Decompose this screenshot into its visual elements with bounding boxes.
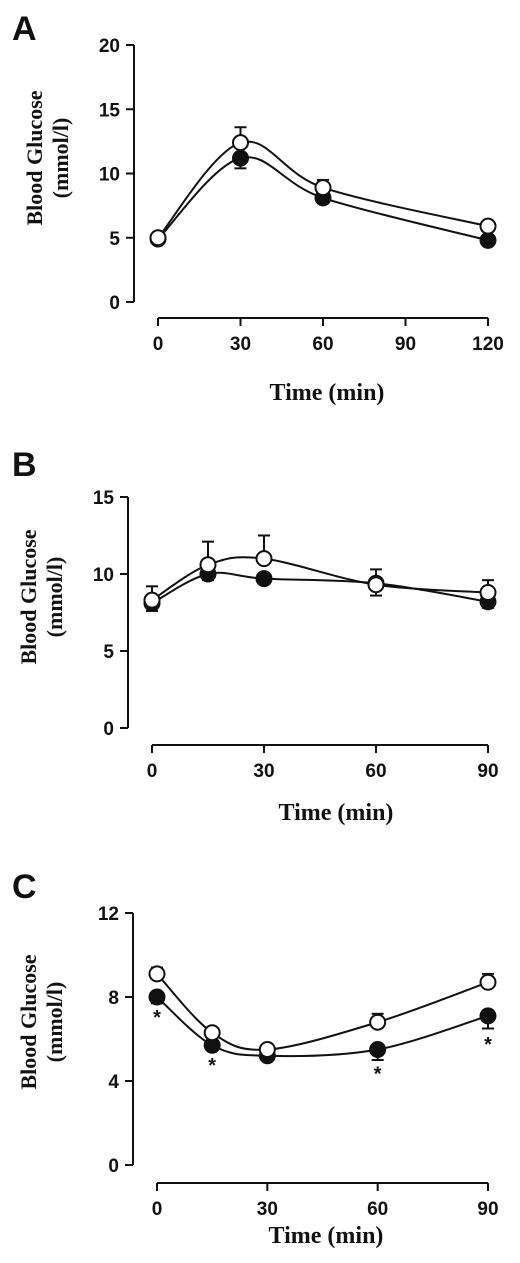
open-circle-point xyxy=(148,965,166,983)
y-tick-label: 12 xyxy=(98,904,119,925)
y-tick-label: 10 xyxy=(93,565,114,586)
y-axis-label-line1: Blood Glucose xyxy=(16,954,41,1089)
open-circle-point xyxy=(203,1024,221,1042)
open-circle-point xyxy=(199,556,217,574)
significance-marker: * xyxy=(153,1007,161,1029)
open-circle-point xyxy=(232,134,249,152)
y-tick-label: 15 xyxy=(93,488,115,509)
open-circle-point xyxy=(479,583,497,601)
chart-panel-b: B Blood Glucose (mmol/l) Time (min) 0 5 10… xyxy=(12,446,499,826)
panel-letter-a: A xyxy=(12,10,37,48)
y-tick-label: 10 xyxy=(99,165,120,186)
plot-area-a: 0 5 10 15 20 0 30 60 90 120 xyxy=(99,36,504,355)
open-circle-point xyxy=(149,229,167,247)
filled-circle-point xyxy=(479,1007,497,1025)
chart-panel-a: A Blood Glucose (mmol/l) Time (min) 0 5 10… xyxy=(12,10,504,406)
series-line-filled xyxy=(156,996,489,1058)
y-axis-label-line1: Blood Glucose xyxy=(16,529,41,664)
y-tick-label: 4 xyxy=(108,1072,119,1093)
open-circle-point xyxy=(367,576,385,594)
panel-letter-b: B xyxy=(12,446,37,484)
x-tick-label: 90 xyxy=(477,1199,498,1220)
y-axis-label-line2: (mmol/l) xyxy=(48,118,73,199)
significance-marker: * xyxy=(208,1055,216,1077)
x-tick-label: 0 xyxy=(147,761,158,782)
y-axis-label-line1: Blood Glucose xyxy=(22,90,47,225)
x-tick-label: 120 xyxy=(472,334,504,355)
y-tick-label: 0 xyxy=(109,293,120,314)
y-tick-label: 5 xyxy=(109,229,120,250)
open-circle-point xyxy=(143,591,161,609)
x-axis-label-c: Time (min) xyxy=(269,1223,384,1249)
x-tick-label: 30 xyxy=(230,334,251,355)
y-axis-title-c: Blood Glucose (mmol/l) xyxy=(16,954,67,1089)
open-circle-point xyxy=(255,550,273,568)
y-axis-title-a: Blood Glucose (mmol/l) xyxy=(22,90,73,225)
x-tick-label: 90 xyxy=(395,334,416,355)
x-tick-label: 0 xyxy=(153,334,164,355)
x-tick-label: 30 xyxy=(257,1199,278,1220)
y-axis-label-line2: (mmol/l) xyxy=(42,557,67,638)
x-tick-label: 30 xyxy=(253,761,274,782)
y-axis-label-line2: (mmol/l) xyxy=(42,982,67,1063)
open-circle-point xyxy=(369,1013,387,1031)
y-tick-label: 20 xyxy=(99,36,120,57)
x-tick-label: 60 xyxy=(365,761,386,782)
plot-area-c: 0 4 8 12 0 30 60 90 * * * * xyxy=(98,904,499,1220)
filled-circle-point xyxy=(255,570,273,588)
x-tick-label: 0 xyxy=(152,1199,163,1220)
filled-circle-point xyxy=(479,231,497,249)
significance-marker: * xyxy=(484,1034,492,1056)
x-axis-label-b: Time (min) xyxy=(279,800,394,826)
open-circle-point xyxy=(258,1041,276,1058)
series-line-open xyxy=(157,140,489,239)
chart-panel-c: C Blood Glucose (mmol/l) Time (min) 0 4 8 1… xyxy=(12,868,499,1249)
open-circle-point xyxy=(479,217,497,235)
filled-circle-point xyxy=(232,149,249,167)
x-tick-label: 60 xyxy=(312,334,333,355)
y-tick-label: 5 xyxy=(103,642,114,663)
panel-letter-c: C xyxy=(12,868,37,906)
y-tick-label: 0 xyxy=(108,1156,119,1177)
open-circle-point xyxy=(314,179,332,197)
y-tick-label: 0 xyxy=(103,719,114,740)
filled-circle-point xyxy=(148,988,166,1006)
significance-marker: * xyxy=(374,1064,382,1086)
filled-circle-point xyxy=(369,1041,387,1058)
series-line-filled xyxy=(157,156,489,242)
y-axis-title-b: Blood Glucose (mmol/l) xyxy=(16,529,67,664)
y-tick-label: 8 xyxy=(108,988,119,1009)
x-axis-label-a: Time (min) xyxy=(270,380,385,406)
series-line-filled xyxy=(151,571,489,605)
y-tick-label: 15 xyxy=(99,100,121,121)
x-tick-label: 60 xyxy=(367,1199,388,1220)
x-tick-label: 90 xyxy=(477,761,498,782)
plot-area-b: 0 5 10 15 0 30 60 90 xyxy=(93,488,499,782)
open-circle-point xyxy=(479,973,497,991)
